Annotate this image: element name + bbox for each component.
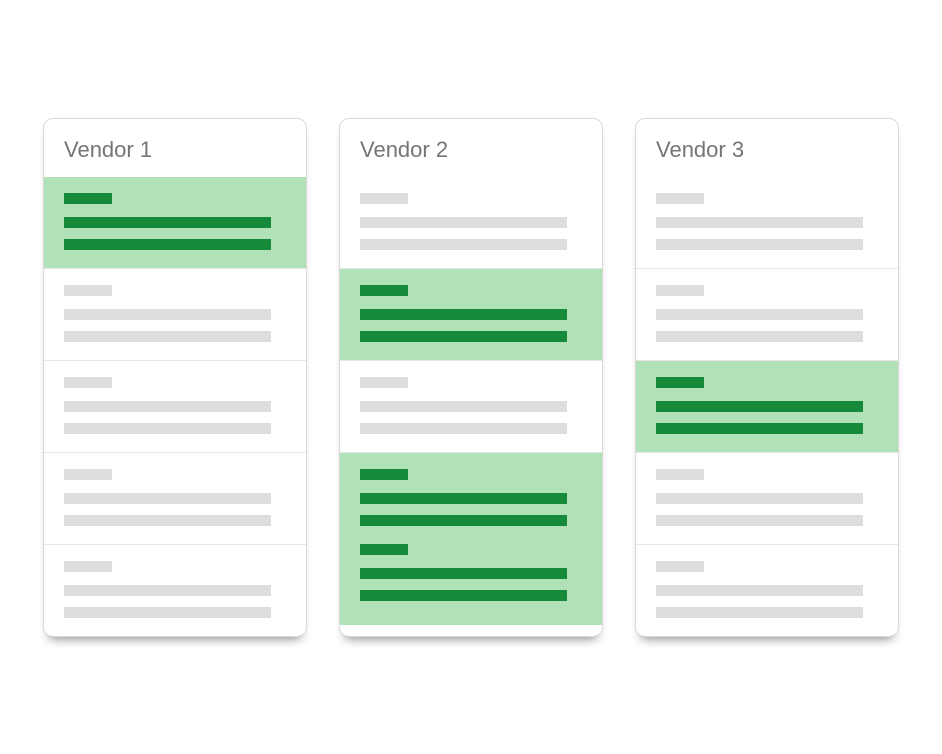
vendor-card: Vendor 3 [635, 118, 899, 637]
card-section [636, 360, 898, 452]
placeholder-bar [656, 239, 863, 250]
card-section [44, 544, 306, 636]
placeholder-bar [656, 217, 863, 228]
placeholder-bar [360, 423, 567, 434]
placeholder-bar [656, 401, 863, 412]
placeholder-bar [656, 309, 863, 320]
placeholder-bar [64, 239, 271, 250]
placeholder-bar [656, 585, 863, 596]
placeholder-bar [64, 377, 112, 388]
card-title: Vendor 1 [44, 119, 306, 177]
card-section [340, 177, 602, 268]
placeholder-bar [360, 401, 567, 412]
card-section [44, 268, 306, 360]
card-section [340, 452, 602, 625]
card-section [636, 268, 898, 360]
placeholder-bar [64, 585, 271, 596]
card-section [44, 177, 306, 268]
card-section [340, 268, 602, 360]
card-section [636, 177, 898, 268]
placeholder-bar [360, 239, 567, 250]
card-section [636, 544, 898, 636]
placeholder-bar [360, 590, 567, 601]
cards-container: Vendor 1 Vendor 2 [23, 78, 919, 677]
placeholder-bar [360, 568, 567, 579]
placeholder-bar [360, 469, 408, 480]
card-section [44, 452, 306, 544]
card-title: Vendor 2 [340, 119, 602, 177]
placeholder-bar [360, 309, 567, 320]
placeholder-bar [64, 285, 112, 296]
card-section [340, 360, 602, 452]
card-section [636, 452, 898, 544]
placeholder-bar [360, 331, 567, 342]
placeholder-bar [64, 607, 271, 618]
card-title: Vendor 3 [636, 119, 898, 177]
vendor-card: Vendor 2 [339, 118, 603, 637]
placeholder-bar [64, 493, 271, 504]
placeholder-bar [64, 401, 271, 412]
placeholder-bar [360, 377, 408, 388]
placeholder-bar [64, 331, 271, 342]
placeholder-bar [64, 193, 112, 204]
placeholder-bar [656, 193, 704, 204]
placeholder-bar [64, 423, 271, 434]
placeholder-bar [656, 607, 863, 618]
placeholder-bar [656, 331, 863, 342]
placeholder-bar [360, 217, 567, 228]
placeholder-bar [64, 309, 271, 320]
placeholder-bar [64, 561, 112, 572]
placeholder-bar [656, 561, 704, 572]
placeholder-bar [656, 515, 863, 526]
placeholder-bar [656, 377, 704, 388]
placeholder-bar [64, 217, 271, 228]
placeholder-bar [360, 515, 567, 526]
placeholder-bar [64, 515, 271, 526]
card-section [44, 360, 306, 452]
placeholder-bar [360, 544, 408, 555]
placeholder-bar [656, 469, 704, 480]
placeholder-bar [656, 493, 863, 504]
placeholder-bar [360, 285, 408, 296]
placeholder-bar [360, 493, 567, 504]
vendor-card: Vendor 1 [43, 118, 307, 637]
placeholder-bar [64, 469, 112, 480]
placeholder-bar [656, 423, 863, 434]
section-block [360, 469, 582, 532]
section-block [360, 532, 582, 607]
placeholder-bar [656, 285, 704, 296]
placeholder-bar [360, 193, 408, 204]
